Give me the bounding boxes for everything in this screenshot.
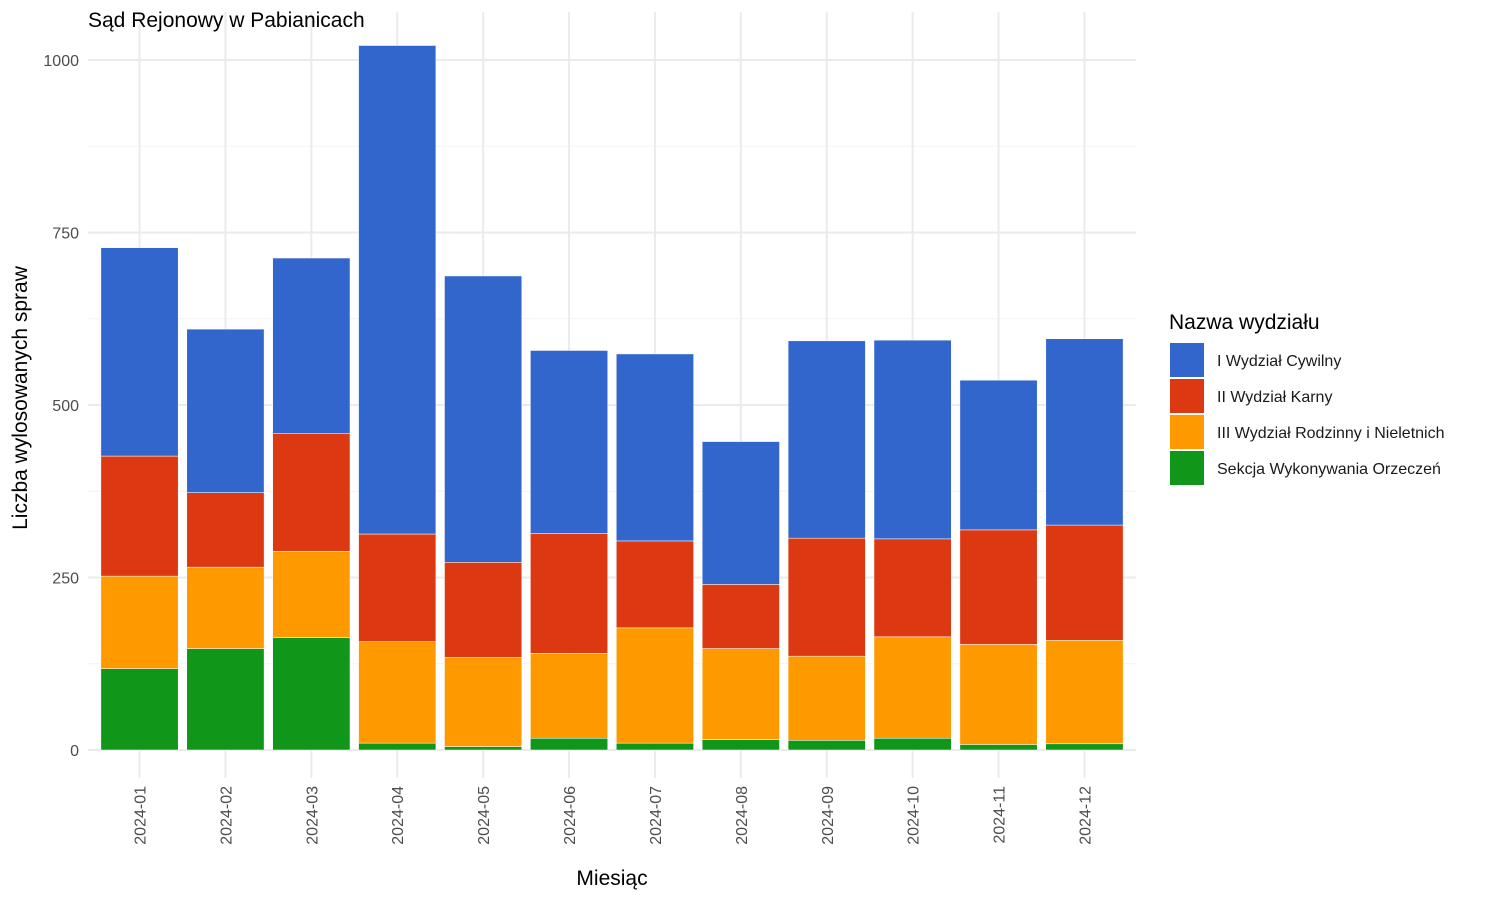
bar-segment	[959, 744, 1038, 751]
legend-label: II Wydział Karny	[1217, 389, 1332, 406]
bar-segment	[100, 575, 179, 669]
bar-segment	[272, 637, 351, 751]
bar-segment	[959, 644, 1038, 745]
y-axis: 0 250 500 750 1000	[43, 53, 79, 760]
bar-segment	[444, 657, 523, 747]
y-tick-label: 750	[52, 226, 79, 243]
y-tick-label: 0	[70, 743, 79, 760]
bar-segment	[186, 328, 265, 493]
bar-segment	[186, 566, 265, 649]
bar-segment	[701, 648, 780, 740]
bar-segment	[444, 746, 523, 751]
bar-segment	[959, 379, 1038, 531]
bar-segment	[358, 742, 437, 751]
bar-segment	[1045, 743, 1124, 751]
x-axis: 2024-01 2024-02 2024-03 2024-04 2024-05 2024-…	[133, 786, 1095, 845]
x-tick-label: 2024-05	[476, 786, 493, 845]
bar-segment	[1045, 640, 1124, 745]
bar-segment	[616, 540, 694, 629]
y-axis-title: Liczba wylosowanych spraw	[9, 265, 32, 530]
bar-segment	[701, 584, 780, 649]
x-tick-label: 2024-12	[1077, 786, 1094, 845]
bar-segment	[616, 742, 694, 751]
bar-segment	[787, 740, 866, 751]
x-tick-label: 2024-08	[734, 786, 751, 845]
bar-segment	[1045, 338, 1124, 526]
bar-segment	[358, 45, 437, 535]
legend-label: III Wydział Rodzinny i Nieletnich	[1217, 425, 1445, 442]
bar-segment	[100, 247, 179, 457]
x-tick-label: 2024-11	[992, 786, 1009, 844]
bars	[100, 45, 1124, 751]
legend: Nazwa wydziału I Wydział Cywilny II Wydzi…	[1169, 311, 1445, 485]
bar-segment	[530, 533, 608, 654]
bar-segment	[873, 636, 952, 739]
bar-segment	[1045, 524, 1124, 641]
bar-segment	[444, 275, 523, 563]
bar-segment	[701, 739, 780, 751]
bar-segment	[616, 627, 694, 744]
x-axis-title: Miesiąc	[576, 867, 647, 890]
chart-title: Sąd Rejonowy w Pabianicach	[88, 9, 365, 32]
bar-segment	[787, 340, 866, 539]
bar-segment	[787, 537, 866, 657]
legend-swatch	[1170, 451, 1204, 485]
x-tick-label: 2024-07	[648, 786, 665, 845]
bar-segment	[186, 648, 265, 751]
x-tick-label: 2024-01	[133, 786, 150, 845]
legend-swatch	[1170, 415, 1204, 449]
bar-segment	[186, 492, 265, 568]
y-tick-label: 250	[52, 571, 79, 588]
bar-segment	[530, 738, 608, 751]
legend-title: Nazwa wydziału	[1169, 311, 1320, 334]
bar-segment	[616, 353, 694, 542]
bar-segment	[530, 653, 608, 739]
bar-segment	[272, 257, 351, 434]
bar-segment	[272, 433, 351, 552]
x-tick-label: 2024-03	[304, 786, 321, 845]
legend-label: Sekcja Wykonywania Orzeczeń	[1217, 461, 1441, 478]
bar-segment	[787, 655, 866, 741]
legend-label: I Wydział Cywilny	[1217, 353, 1341, 370]
bar-segment	[100, 668, 179, 751]
bar-segment	[959, 529, 1038, 645]
x-tick-label: 2024-02	[218, 786, 235, 845]
bar-segment	[530, 350, 608, 534]
bar-segment	[873, 738, 952, 751]
x-tick-label: 2024-10	[906, 786, 923, 845]
bar-segment	[873, 339, 952, 540]
bar-segment	[358, 533, 437, 642]
bar-segment	[100, 455, 179, 577]
bar-segment	[701, 441, 780, 585]
x-tick-label: 2024-04	[390, 786, 407, 845]
y-tick-label: 500	[52, 398, 79, 415]
x-tick-label: 2024-06	[562, 786, 579, 845]
bar-segment	[873, 538, 952, 638]
legend-swatch	[1170, 343, 1204, 377]
bar-segment	[272, 551, 351, 638]
x-tick-label: 2024-09	[820, 786, 837, 845]
bar-segment	[444, 562, 523, 658]
legend-swatch	[1170, 379, 1204, 413]
bar-segment	[358, 641, 437, 744]
y-tick-label: 1000	[43, 53, 79, 70]
